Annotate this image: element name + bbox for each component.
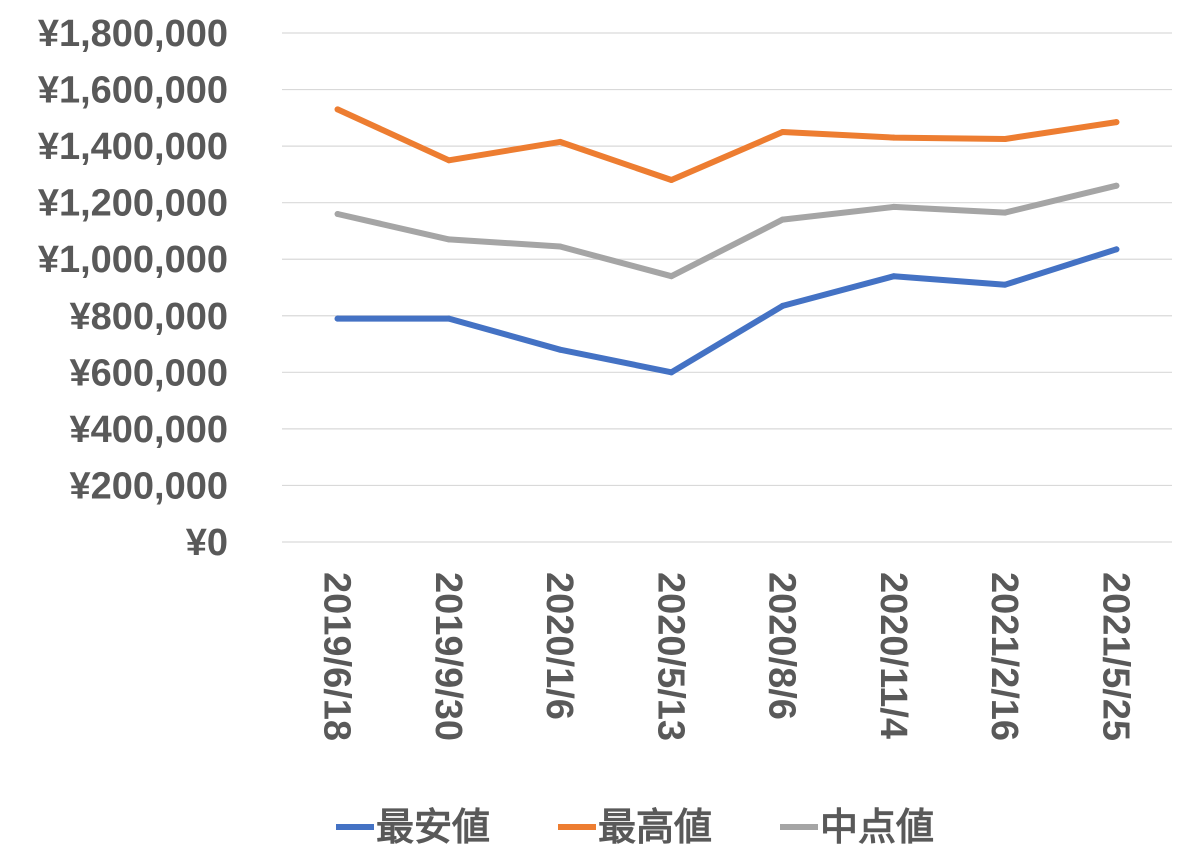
series-lines — [334, 106, 1120, 376]
data-point — [779, 128, 786, 135]
data-point — [890, 273, 897, 280]
y-tick-label: ¥400,000 — [70, 409, 229, 451]
data-point — [1002, 136, 1009, 143]
y-tick-label: ¥1,000,000 — [38, 239, 228, 281]
data-point — [668, 369, 675, 376]
x-tick-label: 2019/9/30 — [427, 572, 469, 741]
x-tick-label: 2020/1/6 — [538, 572, 580, 720]
data-point — [557, 346, 564, 353]
data-point — [445, 315, 452, 322]
data-point — [1002, 209, 1009, 216]
y-tick-label: ¥1,800,000 — [38, 13, 228, 55]
data-point — [1002, 281, 1009, 288]
data-point — [557, 243, 564, 250]
x-tick-label: 2020/8/6 — [761, 572, 803, 720]
data-point — [890, 134, 897, 141]
data-point — [334, 210, 341, 217]
data-point — [1113, 182, 1120, 189]
data-point — [445, 157, 452, 164]
data-point — [779, 302, 786, 309]
series-line-0 — [334, 246, 1120, 376]
y-tick-label: ¥0 — [186, 522, 228, 564]
legend-label: 最高値 — [598, 805, 712, 849]
y-tick-label: ¥800,000 — [70, 296, 229, 338]
x-tick-label: 2019/6/18 — [316, 572, 358, 741]
data-point — [668, 273, 675, 280]
data-point — [334, 315, 341, 322]
y-axis-tick-labels: ¥0 ¥200,000 ¥400,000 ¥600,000 ¥800,000 ¥1,000… — [38, 13, 228, 564]
data-point — [1113, 119, 1120, 126]
x-tick-label: 2020/5/13 — [649, 572, 691, 741]
series-line-2 — [334, 182, 1120, 280]
y-tick-label: ¥600,000 — [70, 352, 229, 394]
data-point — [445, 236, 452, 243]
x-tick-label: 2020/11/4 — [872, 572, 914, 739]
x-axis-tick-labels: 2019/6/18 2019/9/30 2020/1/6 2020/5/13 2020/… — [316, 572, 1137, 741]
data-point — [1113, 246, 1120, 253]
data-point — [557, 138, 564, 145]
y-tick-label: ¥1,400,000 — [38, 126, 228, 168]
gridlines — [282, 32, 1172, 543]
x-tick-label: 2021/2/16 — [983, 572, 1025, 741]
data-point — [779, 216, 786, 223]
legend: 最安値 最高値 中点値 — [336, 805, 934, 849]
legend-label: 中点値 — [820, 805, 934, 849]
data-point — [334, 106, 341, 113]
y-tick-label: ¥1,200,000 — [38, 183, 228, 225]
data-point — [890, 203, 897, 210]
x-tick-label: 2021/5/25 — [1094, 572, 1136, 741]
y-tick-label: ¥1,600,000 — [38, 70, 228, 112]
legend-label: 最安値 — [376, 805, 490, 849]
y-tick-label: ¥200,000 — [70, 465, 229, 507]
data-point — [668, 177, 675, 184]
series-line-1 — [334, 106, 1120, 183]
